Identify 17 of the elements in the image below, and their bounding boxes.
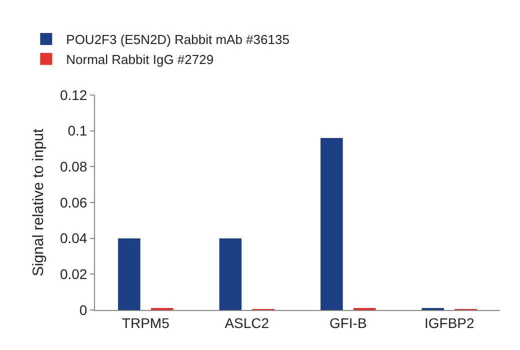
x-tick-label: GFI-B [329, 314, 367, 331]
y-tick-label: 0.02 [60, 266, 88, 282]
bar [320, 138, 343, 310]
legend-label: Normal Rabbit IgG #2729 [66, 52, 214, 67]
bar [118, 238, 140, 310]
bar [219, 238, 242, 310]
x-tick-label: ASLC2 [224, 314, 270, 331]
x-tick-label: IGFBP2 [424, 314, 474, 331]
x-tick-label: TRPM5 [122, 314, 170, 331]
y-tick-label: 0.1 [68, 122, 88, 139]
y-axis-title: Signal relative to input [30, 128, 48, 276]
legend-label: POU2F3 (E5N2D) Rabbit mAb #36135 [66, 32, 290, 48]
y-tick-label: 0.04 [60, 230, 88, 246]
y-tick-label: 0.06 [60, 194, 88, 210]
y-tick-label: 0.08 [60, 158, 88, 175]
y-tick-label: 0 [79, 302, 88, 318]
y-tick-label: 0.12 [60, 86, 88, 103]
